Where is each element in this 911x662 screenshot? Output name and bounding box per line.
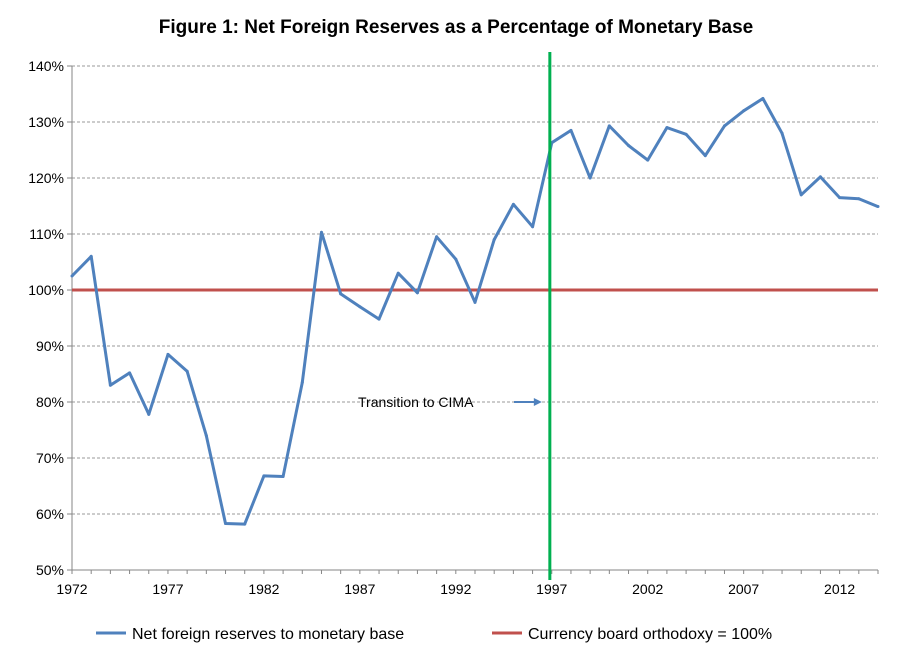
data-point (722, 124, 726, 128)
annotation-text: Transition to CIMA (358, 394, 474, 410)
x-tick-labels: 1972 1977 1982 1987 1992 1997 2002 2007 2012 (56, 570, 879, 597)
y-tick-label: 110% (29, 226, 64, 242)
data-point (454, 257, 458, 261)
x-tick-label: 2002 (632, 581, 663, 597)
data-point (569, 128, 573, 132)
y-tick-label: 90% (36, 338, 64, 354)
data-point (166, 352, 170, 356)
data-point (319, 230, 323, 234)
data-point (646, 158, 650, 162)
data-point (684, 132, 688, 136)
x-tick-label: 1992 (440, 581, 471, 597)
x-tick-label: 1987 (344, 581, 375, 597)
data-point (224, 522, 228, 526)
y-tick-label: 130% (28, 114, 64, 130)
data-point (339, 292, 343, 296)
data-point (588, 176, 592, 180)
data-point (742, 109, 746, 113)
data-point (128, 371, 132, 375)
data-point (703, 154, 707, 158)
data-point (473, 300, 477, 304)
y-tick-label: 50% (36, 562, 64, 578)
data-point (262, 474, 266, 478)
data-point (70, 274, 74, 278)
arrow-head-icon (533, 398, 542, 406)
x-tick-label: 1997 (536, 581, 567, 597)
data-point (185, 369, 189, 373)
series-layer (70, 96, 880, 526)
chart-title: Figure 1: Net Foreign Reserves as a Perc… (159, 17, 754, 38)
data-point (665, 126, 669, 130)
legend: Net foreign reserves to monetary base Cu… (96, 626, 772, 643)
data-point (147, 412, 151, 416)
data-point (492, 238, 496, 242)
data-point (415, 291, 419, 295)
y-tick-label: 70% (36, 450, 64, 466)
legend-label-orthodoxy: Currency board orthodoxy = 100% (528, 626, 772, 643)
data-point (300, 380, 304, 384)
x-tick-label: 2007 (728, 581, 759, 597)
data-point (243, 522, 247, 526)
y-tick-labels: 50% 60% 70% 80% 90% 100% 110% 120% 130% 140% (28, 58, 64, 578)
data-point (818, 175, 822, 179)
axes (71, 66, 878, 571)
y-tick-label: 60% (36, 506, 64, 522)
x-tick-label: 1972 (56, 581, 87, 597)
data-point (108, 383, 112, 387)
x-tick-label: 1982 (248, 581, 279, 597)
data-point (204, 434, 208, 438)
y-tick-label: 120% (28, 170, 64, 186)
data-point (761, 96, 765, 100)
data-point (799, 193, 803, 197)
data-point (511, 202, 515, 206)
data-point (89, 254, 93, 258)
data-point (435, 235, 439, 239)
annotation-layer: Transition to CIMA (358, 394, 542, 410)
data-point (281, 474, 285, 478)
data-point (377, 317, 381, 321)
data-point (358, 305, 362, 309)
y-tick-label: 140% (28, 58, 64, 74)
data-point (627, 144, 631, 148)
x-tick-label: 1977 (152, 581, 183, 597)
data-point (838, 196, 842, 200)
data-point (876, 205, 880, 209)
series-line-reserves (70, 97, 879, 526)
y-tick-label: 80% (36, 394, 64, 410)
legend-label-reserves: Net foreign reserves to monetary base (132, 626, 404, 643)
data-point (857, 197, 861, 201)
data-point (607, 124, 611, 128)
data-point (780, 131, 784, 135)
data-point (531, 225, 535, 229)
data-point (396, 271, 400, 275)
y-tick-label: 100% (28, 282, 64, 298)
gridlines (67, 65, 878, 571)
x-tick-label: 2012 (824, 581, 855, 597)
